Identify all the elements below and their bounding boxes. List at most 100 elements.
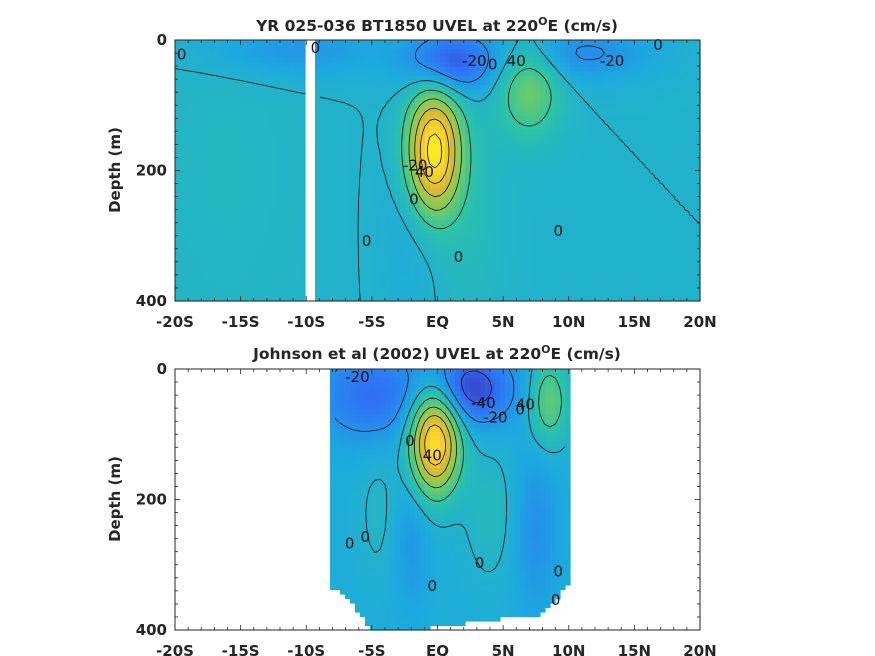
heatmap-cell	[610, 121, 616, 127]
heatmap-cell	[405, 247, 411, 253]
heatmap-cell	[640, 49, 646, 55]
heatmap-cell	[355, 125, 361, 131]
heatmap-cell	[535, 184, 541, 190]
heatmap-cell	[185, 76, 191, 82]
heatmap-cell	[695, 125, 701, 131]
heatmap-cell	[645, 152, 651, 158]
heatmap-cell	[285, 103, 291, 109]
heatmap-cell	[225, 67, 231, 73]
heatmap-cell	[185, 143, 191, 149]
heatmap-cell	[220, 256, 226, 262]
heatmap-cell	[640, 44, 646, 50]
heatmap-cell	[360, 238, 366, 244]
heatmap-cell	[580, 220, 586, 226]
heatmap-cell	[625, 233, 631, 239]
heatmap-cell	[230, 103, 236, 109]
heatmap-cell	[185, 251, 191, 257]
heatmap-cell	[475, 229, 481, 235]
heatmap-cell	[390, 157, 396, 163]
heatmap-cell	[410, 211, 416, 217]
heatmap-cell	[590, 166, 596, 172]
heatmap-cell	[375, 224, 381, 230]
heatmap-cell	[460, 44, 466, 50]
heatmap-cell	[645, 80, 651, 86]
heatmap-cell	[330, 67, 336, 73]
heatmap-cell	[220, 107, 226, 113]
heatmap-cell	[210, 148, 216, 154]
heatmap-cell	[370, 224, 376, 230]
heatmap-cell	[270, 121, 276, 127]
heatmap-cell	[380, 94, 386, 100]
heatmap-cell	[395, 206, 401, 212]
heatmap-cell	[330, 161, 336, 167]
heatmap-cell	[260, 251, 266, 257]
heatmap-cell	[385, 98, 391, 104]
heatmap-cell	[440, 53, 446, 59]
heatmap-cell	[355, 62, 361, 68]
heatmap-cell	[670, 229, 676, 235]
heatmap-cell	[455, 116, 461, 122]
heatmap-cell	[515, 211, 521, 217]
heatmap-cell	[550, 44, 556, 50]
heatmap-cell	[265, 49, 271, 55]
heatmap-cell	[695, 62, 701, 68]
heatmap-cell	[455, 94, 461, 100]
heatmap-cell	[425, 49, 431, 55]
heatmap-cell	[540, 215, 546, 221]
heatmap-cell	[665, 211, 671, 217]
heatmap-cell	[330, 220, 336, 226]
heatmap-cell	[525, 220, 531, 226]
heatmap-cell	[515, 148, 521, 154]
heatmap-cell	[350, 242, 356, 248]
heatmap-cell	[510, 193, 516, 199]
heatmap-cell	[525, 229, 531, 235]
heatmap-cell	[545, 206, 551, 212]
heatmap-cell	[550, 94, 556, 100]
heatmap-cell	[365, 152, 371, 158]
heatmap-cell	[460, 242, 466, 248]
heatmap-cell	[240, 157, 246, 163]
heatmap-cell	[515, 166, 521, 172]
heatmap-cell	[640, 215, 646, 221]
heatmap-cell	[335, 197, 341, 203]
heatmap-cell	[695, 161, 701, 167]
heatmap-cell	[270, 103, 276, 109]
heatmap-cell	[515, 67, 521, 73]
heatmap-cell	[365, 229, 371, 235]
heatmap-cell	[545, 139, 551, 145]
heatmap-cell	[575, 161, 581, 167]
heatmap-cell	[205, 107, 211, 113]
heatmap-cell	[255, 247, 261, 253]
heatmap-cell	[405, 49, 411, 55]
heatmap-cell	[470, 175, 476, 181]
heatmap-cell	[205, 143, 211, 149]
heatmap-cell	[235, 103, 241, 109]
heatmap-cell	[190, 44, 196, 50]
heatmap-cell	[570, 116, 576, 122]
heatmap-cell	[440, 166, 446, 172]
heatmap-cell	[660, 94, 666, 100]
heatmap-cell	[665, 44, 671, 50]
heatmap-cell	[195, 148, 201, 154]
heatmap-cell	[560, 121, 566, 127]
heatmap-cell	[270, 161, 276, 167]
heatmap-cell	[475, 139, 481, 145]
heatmap-cell	[475, 157, 481, 163]
heatmap-cell	[270, 44, 276, 50]
heatmap-cell	[400, 184, 406, 190]
heatmap-cell	[690, 40, 696, 46]
heatmap-cell	[425, 112, 431, 118]
heatmap-cell	[515, 184, 521, 190]
heatmap-cell	[205, 121, 211, 127]
heatmap-cell	[215, 220, 221, 226]
heatmap-cell	[285, 125, 291, 131]
heatmap-cell	[315, 40, 321, 46]
heatmap-cell	[540, 242, 546, 248]
heatmap-cell	[475, 148, 481, 154]
heatmap-cell	[635, 152, 641, 158]
heatmap-cell	[625, 89, 631, 95]
heatmap-cell	[455, 251, 461, 257]
heatmap-cell	[190, 130, 196, 136]
heatmap-cell	[270, 256, 276, 262]
heatmap-cell	[280, 220, 286, 226]
